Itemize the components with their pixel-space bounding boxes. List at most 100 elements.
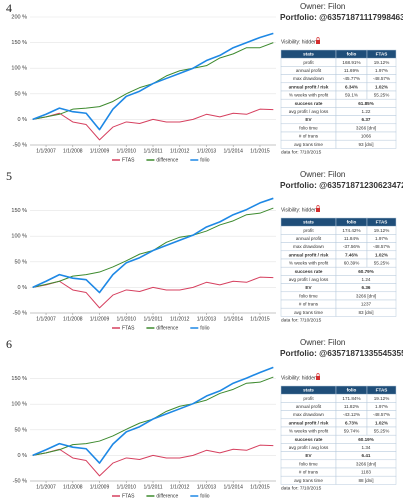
table-text: profit: [303, 60, 314, 65]
panel: 4 -50 % 0 % 50 % 100 % 150 % 200 % 1/1/2007 1/1/…: [6, 1, 403, 164]
y-tick-label: 0 %: [18, 117, 28, 123]
table-text: folio time: [299, 461, 318, 466]
portfolio-id: Portfolio: @635718711179984637: [280, 12, 403, 22]
table-text: 55.25%: [374, 93, 390, 98]
table-text: profit: [303, 228, 314, 233]
table-text: 3266 [dni]: [356, 125, 376, 130]
table-text: folio time: [299, 293, 318, 298]
legend-label: folio: [200, 325, 209, 331]
table-text: 1.22: [362, 109, 371, 114]
table-text: 6.36: [362, 285, 371, 290]
table-text: 6.34%: [345, 84, 358, 89]
table-text: 1.02%: [375, 252, 388, 257]
x-tick-label: 1/1/2007: [36, 484, 56, 490]
table-text: 59.1%: [345, 93, 358, 98]
y-tick-label: 200 %: [11, 14, 27, 20]
table-text: 11.69%: [344, 68, 359, 73]
table-text: profit: [303, 396, 314, 401]
table-text: -37.56%: [343, 244, 360, 249]
table-header-text: FTAS: [376, 388, 388, 393]
table-text: annual profit: [296, 236, 322, 241]
panel: 5 -50 % 0 % 50 % 100 % 150 % 1/1/2007 1/1/2008 1…: [6, 169, 403, 332]
data-date: data for: 7/10/2015: [281, 318, 322, 324]
x-tick-label: 1/1/2010: [117, 316, 137, 322]
x-tick-label: 1/1/2011: [143, 484, 162, 490]
legend-label: difference: [156, 325, 178, 331]
visibility: Visibility: hidden: [281, 375, 317, 381]
x-tick-label: 1/1/2013: [197, 316, 217, 322]
series-line: [32, 366, 274, 464]
x-tick-label: 1/1/2011: [143, 316, 162, 322]
table-header-text: folio: [347, 388, 357, 393]
table-cell: [335, 307, 397, 317]
table-text: 19.12%: [374, 228, 390, 233]
y-tick-label: 50 %: [14, 91, 27, 97]
table-text: 1183: [361, 470, 371, 475]
table-text: 60.19%: [358, 437, 374, 442]
table-text: -43.12%: [343, 412, 360, 417]
table-text: 174.42%: [342, 228, 360, 233]
table-text: -48.57%: [373, 76, 390, 81]
x-tick-label: 1/1/2013: [197, 484, 217, 490]
table-header-text: folio: [347, 52, 357, 57]
table-text: EV: [305, 117, 312, 122]
table-text: annual profit: [296, 404, 322, 409]
legend-label: FTAS: [122, 157, 135, 163]
table-text: # of trans: [299, 302, 319, 307]
table-text: 1.34: [362, 445, 371, 450]
table-text: 1237: [361, 302, 372, 307]
table-text: folio time: [299, 125, 318, 130]
legend-label: FTAS: [122, 493, 135, 499]
series-line: [32, 207, 274, 288]
table-text: -48.57%: [373, 244, 390, 249]
table-text: 93 [dni]: [358, 142, 373, 147]
table-text: annual profit / risk: [289, 252, 329, 257]
table-text: avg profit / avg loss: [289, 277, 329, 282]
y-tick-label: -50 %: [13, 142, 27, 148]
y-tick-label: 50 %: [14, 259, 27, 265]
x-tick-label: 1/1/2009: [90, 316, 110, 322]
table-header-text: stats: [303, 388, 314, 393]
table-text: 168.91%: [342, 60, 360, 65]
table-text: annual profit / risk: [289, 84, 329, 89]
x-tick-label: 1/1/2014: [223, 316, 243, 322]
table-text: 1.97%: [375, 68, 388, 73]
table-text: 171.84%: [342, 396, 360, 401]
legend-label: FTAS: [122, 325, 135, 331]
table-text: -45.77%: [343, 76, 360, 81]
table-text: # of trans: [299, 134, 319, 139]
series-line: [32, 32, 274, 131]
x-tick-label: 1/1/2013: [197, 148, 217, 154]
table-text: avg trans time: [294, 478, 323, 483]
owner: Owner: Filon: [300, 2, 345, 11]
table-text: 3266 [dni]: [356, 461, 376, 466]
x-tick-label: 1/1/2015: [250, 484, 270, 490]
table-header-text: FTAS: [376, 52, 388, 57]
table-text: 60.79%: [358, 269, 374, 274]
table-text: 11.82%: [344, 404, 359, 409]
y-tick-label: 150 %: [11, 40, 27, 46]
x-tick-label: 1/1/2014: [223, 148, 243, 154]
panel: 6 -50 % 0 % 50 % 100 % 150 % 1/1/2007 1/1/2008 1…: [6, 337, 403, 500]
x-tick-label: 1/1/2014: [223, 484, 243, 490]
panel-number: 4: [6, 1, 12, 15]
table-text: 1.97%: [375, 404, 388, 409]
panel-number: 5: [6, 169, 12, 183]
series-line: [32, 276, 274, 309]
data-date: data for: 7/10/2015: [281, 150, 322, 156]
table-cell: [335, 475, 397, 485]
table-text: 55.25%: [374, 429, 390, 434]
legend-label: difference: [156, 493, 178, 499]
table-text: 1.97%: [375, 236, 388, 241]
visibility: Visibility: hidden: [281, 207, 317, 213]
x-tick-label: 1/1/2012: [170, 484, 190, 490]
table-text: success rate: [295, 437, 323, 442]
table-text: 11.84%: [344, 236, 359, 241]
x-tick-label: 1/1/2008: [63, 484, 83, 490]
table-text: 55.25%: [374, 261, 390, 266]
portfolio-id: Portfolio: @635718712306234729: [280, 180, 403, 190]
y-tick-label: 150 %: [11, 208, 27, 214]
table-text: 7.46%: [345, 252, 358, 257]
table-header-text: FTAS: [376, 220, 388, 225]
x-tick-label: 1/1/2008: [63, 148, 83, 154]
